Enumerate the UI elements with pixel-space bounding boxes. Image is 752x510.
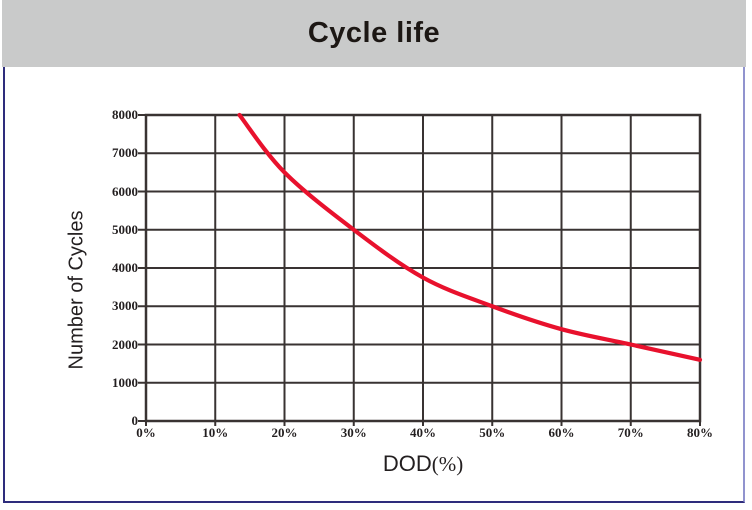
x-tick-label: 60% — [548, 425, 575, 440]
y-tick-label: 2000 — [112, 336, 138, 352]
y-tick-label: 0 — [131, 413, 139, 428]
x-tick-label: 30% — [340, 425, 367, 440]
x-tick-label: 20% — [271, 425, 298, 440]
x-axis-title-text: DOD — [382, 451, 432, 476]
chart-panel: Number of Cycles 0 1000 2000 3000 4000 5000 60… — [3, 67, 745, 503]
y-tick-label: 4000 — [112, 260, 138, 275]
x-tick-label: 80% — [687, 425, 713, 440]
y-tick-label: 7000 — [112, 145, 138, 161]
x-tick-label: 50% — [479, 425, 506, 440]
y-tick-label: 1000 — [112, 374, 138, 390]
y-tick-label: 5000 — [112, 221, 138, 237]
x-tick-label: 10% — [202, 425, 229, 440]
y-tick-label: 3000 — [112, 298, 138, 314]
plot-area: 0 1000 2000 3000 4000 5000 6000 7000 8000 0% 10% 2… — [112, 107, 713, 440]
x-tick-label: 0% — [136, 425, 156, 440]
cycle-life-line-chart — [138, 112, 703, 426]
y-tick-label: 8000 — [112, 107, 138, 122]
x-tick-label: 40% — [410, 425, 436, 440]
x-tick-label: 70% — [617, 425, 644, 440]
x-axis-title: DOD(%) — [383, 451, 463, 477]
chart-title: Cycle life — [307, 17, 441, 49]
chart-title-bar: Cycle life — [2, 0, 746, 67]
y-tick-label: 6000 — [112, 183, 138, 199]
x-axis-title-unit: (%) — [431, 452, 464, 476]
